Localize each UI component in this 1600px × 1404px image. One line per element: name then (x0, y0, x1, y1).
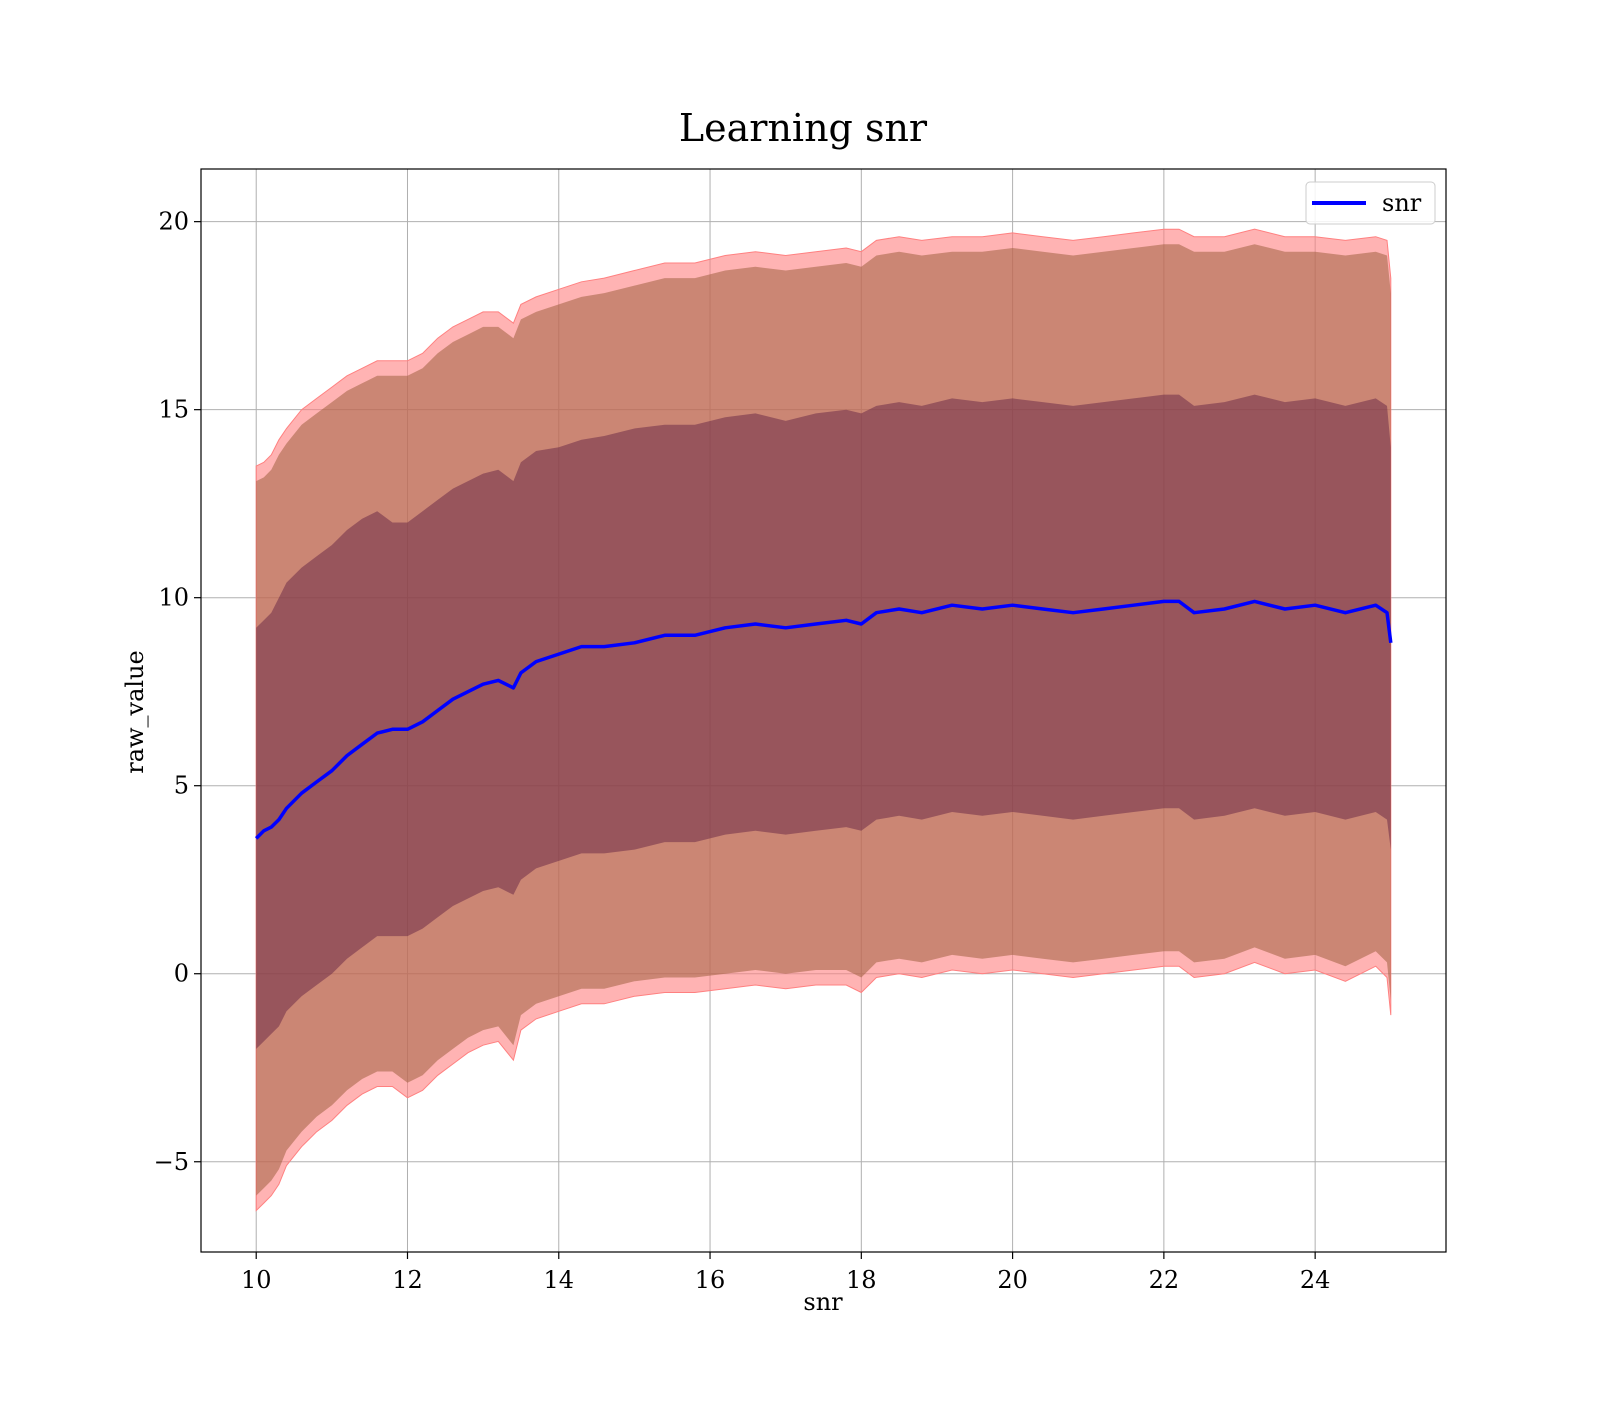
x-tick-label: 14 (543, 1266, 574, 1294)
confidence-bands (255, 228, 1392, 1212)
y-axis-ticks: −5 0 5 10 15 20 (154, 208, 201, 1176)
x-axis-label: snr (803, 1288, 843, 1316)
x-tick-label: 18 (846, 1266, 877, 1294)
chart-title: Learning snr (679, 106, 928, 150)
y-tick-label: 0 (174, 960, 189, 988)
y-tick-label: 10 (158, 584, 189, 612)
y-tick-label: 15 (158, 396, 189, 424)
y-tick-label: −5 (154, 1148, 189, 1176)
y-tick-label: 20 (158, 208, 189, 236)
x-tick-label: 20 (997, 1266, 1028, 1294)
legend-box (1305, 181, 1436, 225)
legend: snr (1305, 181, 1436, 225)
x-tick-label: 24 (1300, 1266, 1331, 1294)
x-axis-ticks: 10 12 14 16 18 20 22 24 (241, 1252, 1330, 1294)
inner-band (256, 394, 1391, 1049)
middle-band (256, 244, 1391, 1196)
x-tick-label: 16 (695, 1266, 726, 1294)
y-tick-label: 5 (174, 772, 189, 800)
legend-entry-snr: snr (1382, 189, 1422, 217)
y-axis-label: raw_value (121, 650, 149, 774)
series-lines (254, 599, 1393, 840)
x-tick-label: 10 (241, 1266, 272, 1294)
series-line-snr (254, 599, 1393, 840)
x-tick-label: 12 (392, 1266, 423, 1294)
plot-frame (200, 168, 1447, 1253)
x-tick-label: 22 (1149, 1266, 1180, 1294)
